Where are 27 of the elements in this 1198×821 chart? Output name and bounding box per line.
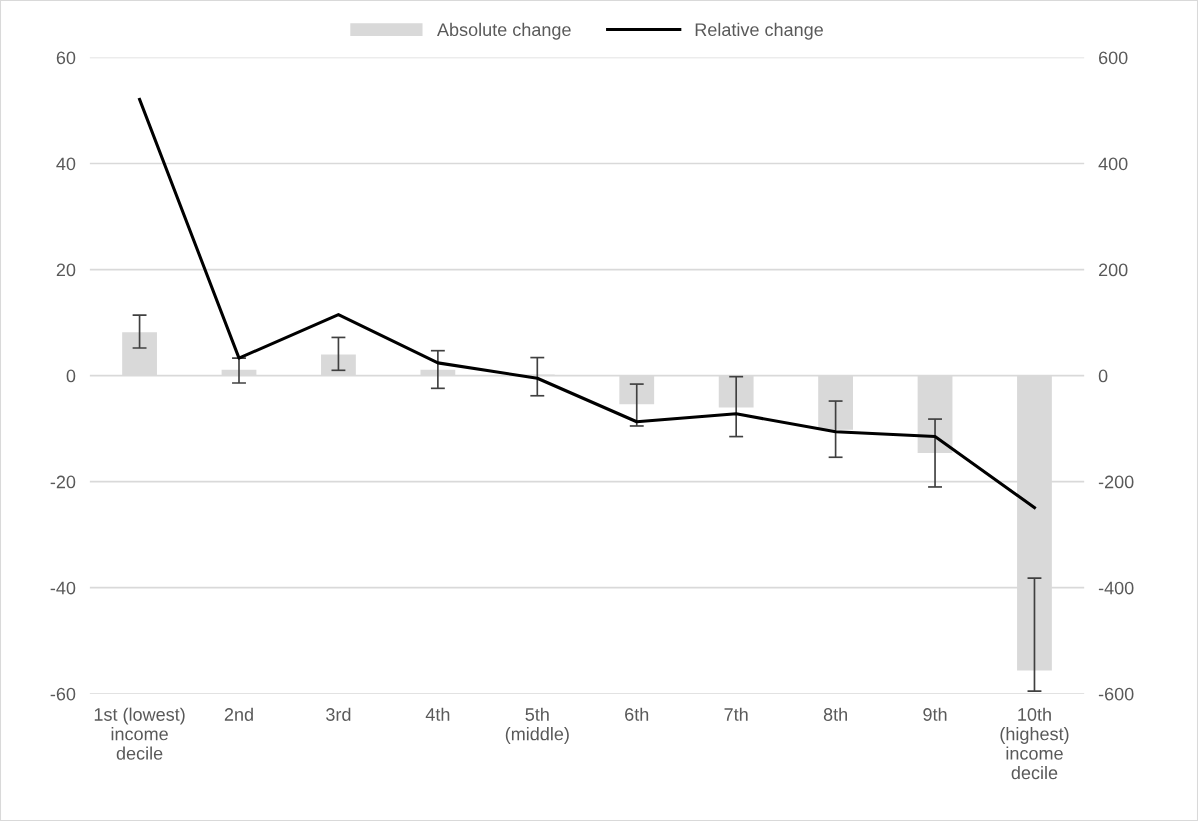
y-tick-label: 0 [66, 369, 76, 383]
y2-tick-label: -400 [1098, 581, 1134, 595]
x-tick-label: 4th [425, 707, 450, 721]
line-series [138, 97, 1036, 510]
x-tick-label: 7th [724, 707, 748, 721]
y-tick-label: -60 [50, 687, 76, 701]
y2-tick-label: 0 [1098, 369, 1108, 383]
x-tick-label: 2nd [224, 707, 253, 721]
x-tick-label: 8th [823, 707, 847, 721]
y2-tick-label: 400 [1098, 157, 1128, 171]
x-tick-label: 1st (lowest) income decile [94, 707, 185, 760]
y2-tick-label: -600 [1098, 687, 1134, 701]
y2-tick-label: -200 [1098, 475, 1134, 489]
y-tick-label: -40 [50, 581, 76, 595]
x-tick-label: 3rd [326, 707, 351, 721]
x-tick-label: 6th [625, 707, 649, 721]
y-tick-label: 60 [56, 51, 76, 65]
y-tick-label: 40 [56, 157, 76, 171]
y2-tick-label: 600 [1099, 51, 1128, 65]
legend-label: Relative change [695, 22, 823, 40]
legend-label: Absolute change [437, 22, 571, 40]
y2-tick-label: 200 [1098, 263, 1128, 277]
x-tick-label: 10th (highest) income decile [1000, 707, 1069, 780]
y-tick-label: -20 [50, 475, 76, 489]
y-tick-label: 20 [56, 263, 76, 277]
x-tick-label: 9th [923, 707, 947, 721]
x-tick-label: 5th (middle) [505, 707, 569, 744]
